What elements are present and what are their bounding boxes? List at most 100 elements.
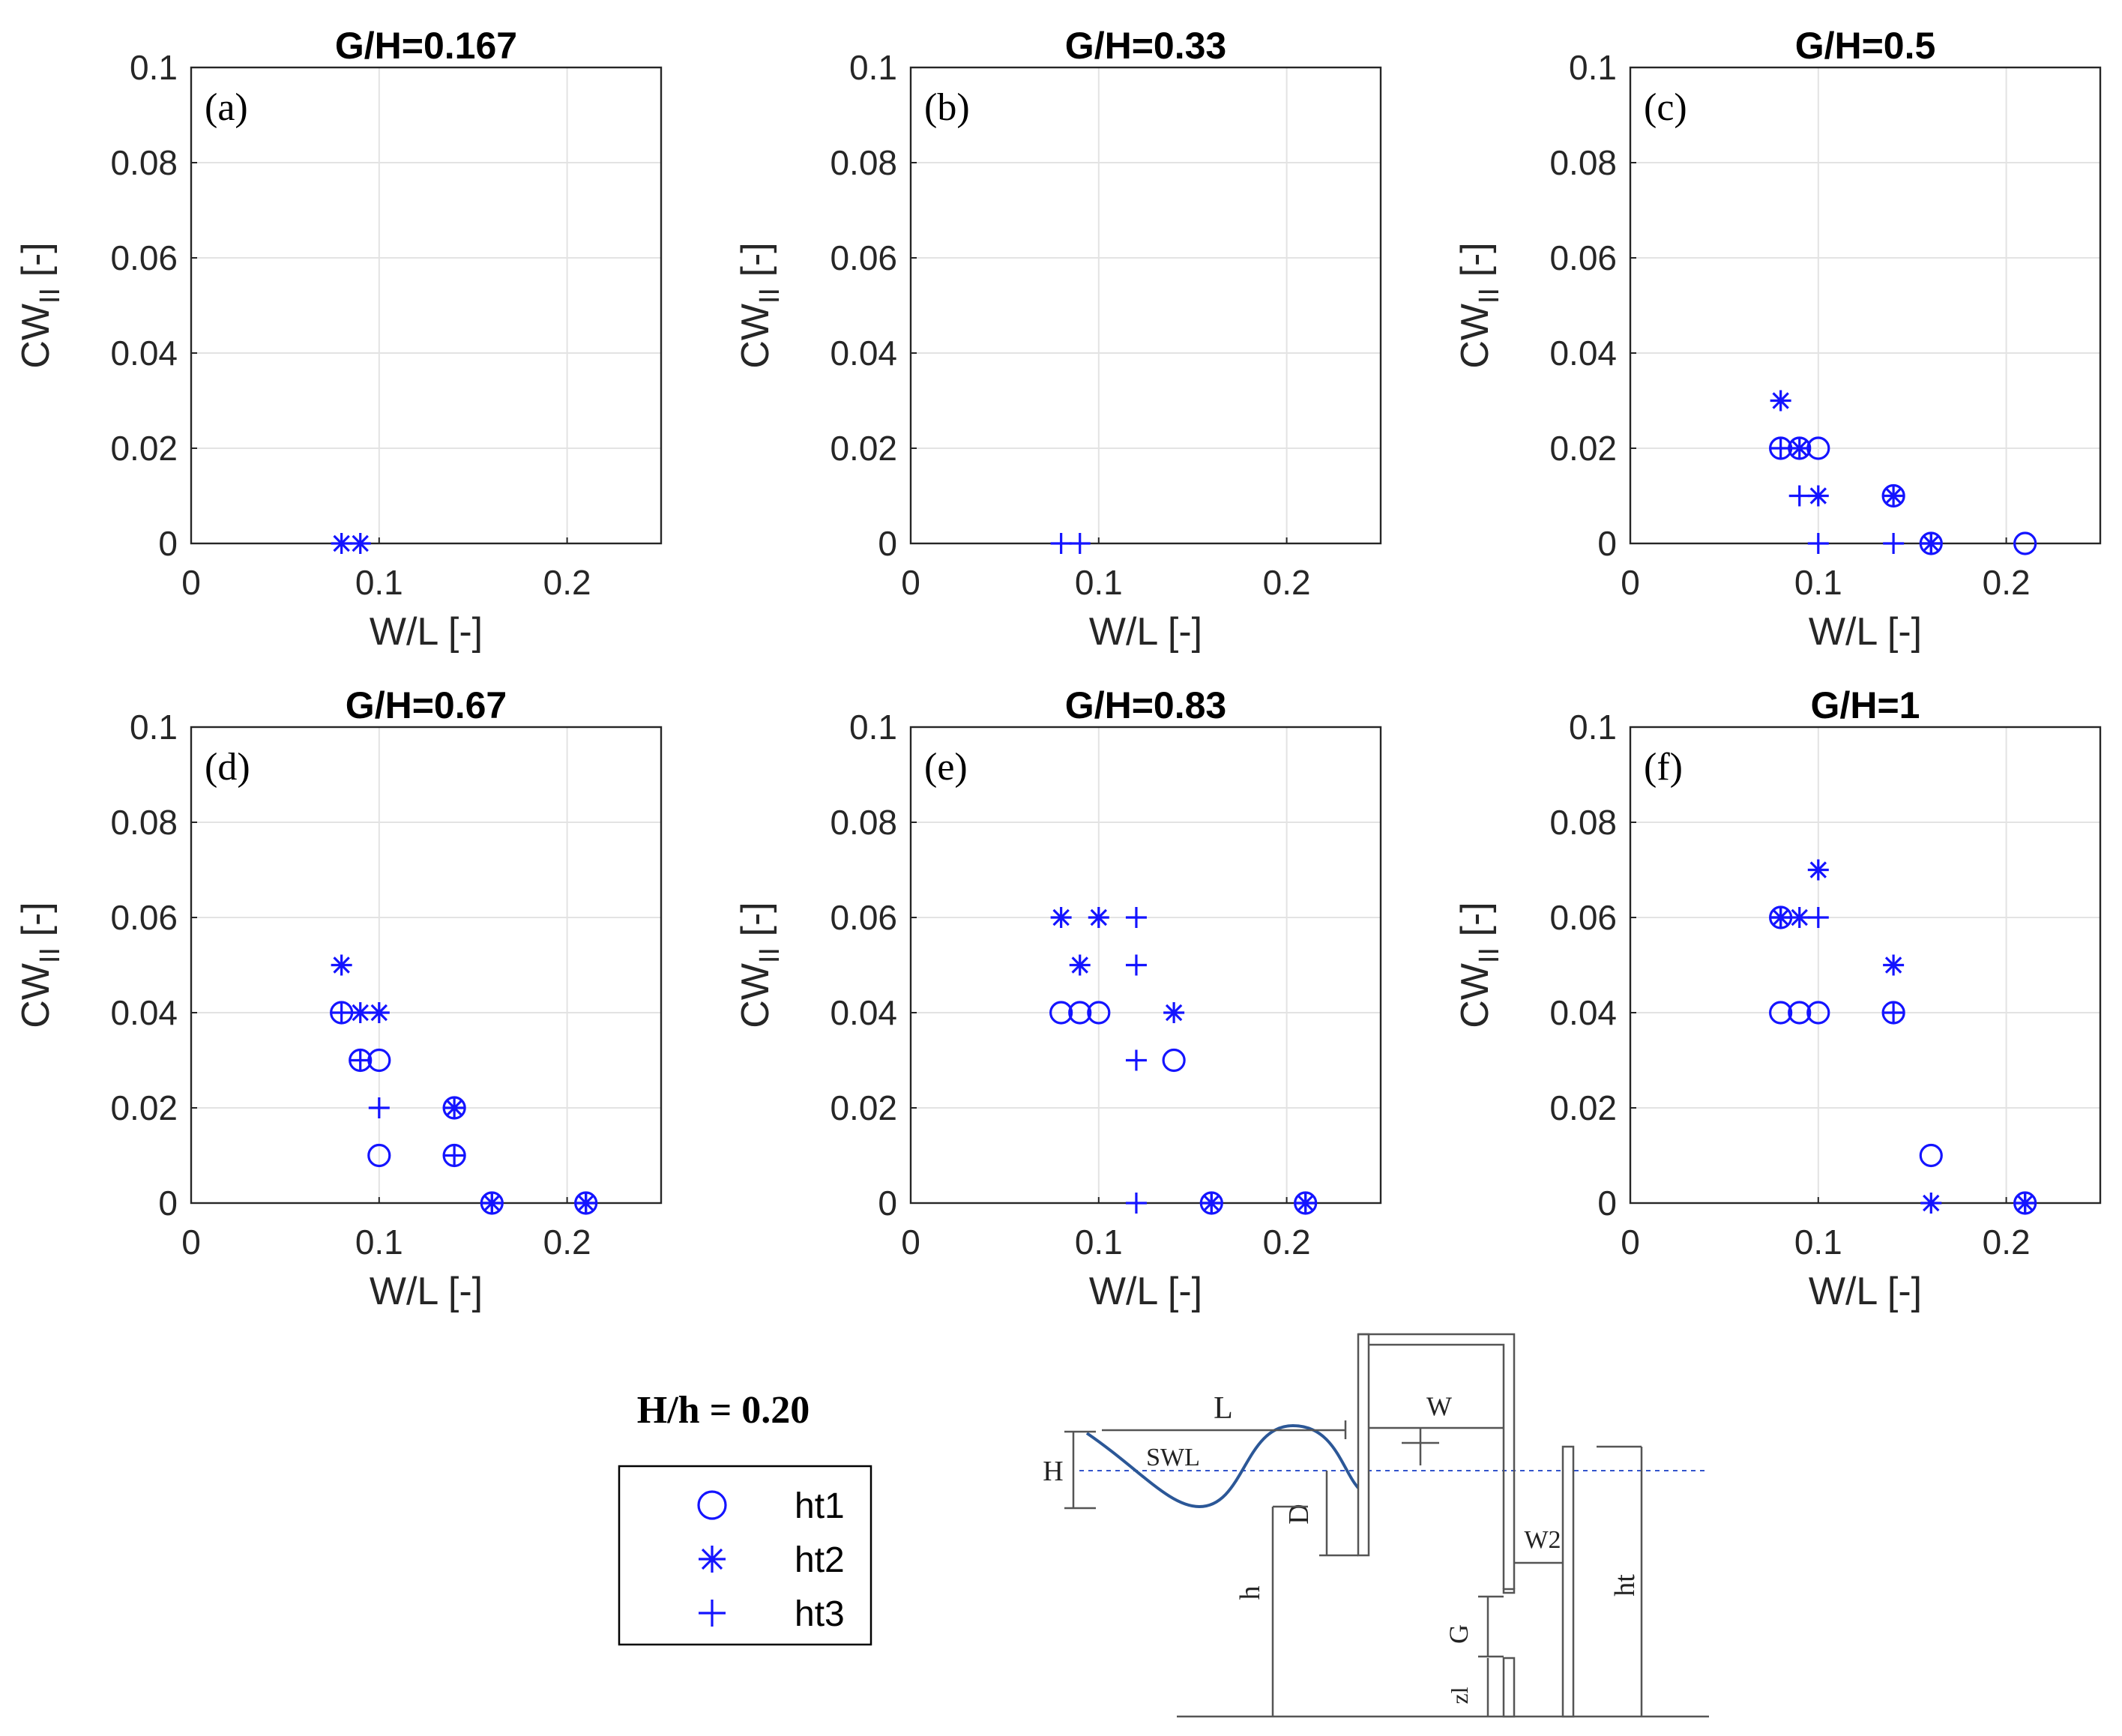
legend-marker-ht2 bbox=[699, 1546, 726, 1573]
chart-6: 0 0.1 0.2 0 0.02 0.04 0.06 0.08 0.1 G/H=1 (f) W/L [… bbox=[1453, 684, 2102, 1313]
data-point-ht2 bbox=[1883, 485, 1905, 507]
y-axis-label: CWII [-] bbox=[14, 902, 66, 1028]
panel-label: (c) bbox=[1644, 86, 1687, 129]
y-tick-label: 0.06 bbox=[1549, 898, 1617, 937]
data-point-ht3 bbox=[1788, 485, 1810, 507]
data-point-ht3 bbox=[1770, 438, 1791, 459]
x-tick-label: 0.1 bbox=[1794, 563, 1842, 602]
chart-3: 0 0.1 0.2 0 0.02 0.04 0.06 0.08 0.1 G/H=0.5 (c) W/L… bbox=[1453, 25, 2102, 654]
data-point-ht3 bbox=[1770, 907, 1791, 928]
data-point-ht3 bbox=[1883, 1002, 1905, 1023]
charts: 0 0.1 0.2 0 0.02 0.04 0.06 0.08 0.1 G/H=0.167 (a) W… bbox=[14, 25, 2102, 1313]
y-tick-label: 0.08 bbox=[110, 143, 178, 182]
wavelength-label: L bbox=[1214, 1391, 1233, 1426]
data-point-ht1 bbox=[1087, 1001, 1111, 1025]
data-point-ht1 bbox=[1049, 1001, 1073, 1025]
gap-label: G bbox=[1444, 1624, 1474, 1644]
data-point-ht1 bbox=[1919, 1143, 1943, 1168]
back-wall-bottom bbox=[1502, 1657, 1516, 1718]
chart-title: G/H=0.33 bbox=[1065, 25, 1226, 67]
panel-label: (f) bbox=[1644, 746, 1683, 789]
y-tick-label: 0 bbox=[158, 524, 178, 563]
wave-height-label: H bbox=[1043, 1456, 1063, 1487]
y-tick-label: 0 bbox=[1597, 1184, 1617, 1223]
y-tick-label: 0.06 bbox=[110, 898, 178, 937]
y-tick-label: 0.04 bbox=[830, 334, 897, 373]
plot-area bbox=[1629, 726, 2102, 1205]
data-point-ht2 bbox=[1770, 390, 1791, 412]
swl-label: SWL bbox=[1146, 1444, 1200, 1471]
chart-title: G/H=0.5 bbox=[1795, 25, 1936, 67]
x-tick-label: 0.2 bbox=[1983, 563, 2031, 602]
data-point-ht1 bbox=[1068, 1001, 1092, 1025]
panel-label: (d) bbox=[205, 746, 250, 789]
y-tick-label: 0.08 bbox=[110, 803, 178, 842]
depth-label: h bbox=[1235, 1586, 1266, 1600]
chart-title: G/H=0.67 bbox=[346, 684, 507, 726]
y-axis-label: CWII [-] bbox=[734, 242, 786, 368]
data-point-ht3 bbox=[1125, 954, 1147, 976]
y-tick-label: 0.08 bbox=[1549, 803, 1617, 842]
data-point-ht2 bbox=[349, 533, 371, 554]
y-axis-label: CWII [-] bbox=[14, 242, 66, 368]
y-tick-label: 0.04 bbox=[1549, 334, 1617, 373]
x-tick-label: 0 bbox=[1621, 563, 1640, 602]
data-point-ht1 bbox=[1162, 1048, 1186, 1073]
data-point-ht3 bbox=[331, 1002, 352, 1023]
data-point-ht3 bbox=[1807, 907, 1829, 928]
data-point-ht3 bbox=[1125, 907, 1147, 928]
data-point-ht1 bbox=[1788, 1001, 1812, 1025]
plot-area bbox=[190, 726, 663, 1205]
data-point-ht3 bbox=[1201, 1193, 1223, 1214]
chart-title: G/H=0.167 bbox=[335, 25, 517, 67]
chamber-width-label: W bbox=[1426, 1391, 1452, 1421]
y-tick-label: 0.06 bbox=[830, 238, 897, 277]
data-point-ht3 bbox=[481, 1193, 503, 1214]
x-axis-label: W/L [-] bbox=[1809, 610, 1922, 654]
x-tick-label: 0 bbox=[181, 563, 201, 602]
chart-2: 0 0.1 0.2 0 0.02 0.04 0.06 0.08 0.1 G/H=0.33 (b) W/… bbox=[734, 25, 1382, 654]
data-point-ht2 bbox=[1807, 859, 1829, 881]
y-tick-label: 0.04 bbox=[110, 993, 178, 1032]
x-tick-label: 0.1 bbox=[1075, 1223, 1123, 1262]
y-tick-label: 0.1 bbox=[1569, 48, 1617, 87]
x-tick-label: 0 bbox=[901, 563, 920, 602]
x-tick-label: 0.1 bbox=[1794, 1223, 1842, 1262]
x-axis-label: W/L [-] bbox=[1089, 610, 1202, 654]
data-point-ht2 bbox=[331, 954, 352, 976]
legend-heading: H/h = 0.20 bbox=[637, 1389, 810, 1432]
y-tick-label: 0.02 bbox=[830, 1088, 897, 1127]
legend-label-ht2: ht2 bbox=[795, 1540, 845, 1580]
wave-profile bbox=[1085, 1423, 1360, 1509]
y-axis-label: CWII [-] bbox=[1453, 242, 1505, 368]
data-point-ht1 bbox=[367, 1143, 391, 1168]
rear-width-label: W2 bbox=[1524, 1526, 1561, 1554]
legend-box bbox=[618, 1465, 872, 1646]
y-tick-label: 0 bbox=[158, 1184, 178, 1223]
y-axis-label: CWII [-] bbox=[734, 902, 786, 1028]
panel-label: (a) bbox=[205, 86, 248, 129]
x-axis-label: W/L [-] bbox=[370, 610, 483, 654]
data-point-ht3 bbox=[1807, 533, 1829, 554]
plot-area bbox=[909, 66, 1382, 545]
data-point-ht2 bbox=[1088, 907, 1109, 928]
y-tick-label: 0 bbox=[878, 1184, 897, 1223]
data-point-ht3 bbox=[575, 1193, 597, 1214]
y-tick-label: 0.1 bbox=[130, 708, 178, 747]
panel-label: (e) bbox=[924, 746, 968, 789]
y-tick-label: 0.06 bbox=[1549, 238, 1617, 277]
rear-wall bbox=[1561, 1445, 1575, 1718]
y-tick-label: 0.1 bbox=[1569, 708, 1617, 747]
x-tick-label: 0.2 bbox=[543, 563, 591, 602]
x-tick-label: 0.1 bbox=[1075, 563, 1123, 602]
data-point-ht3 bbox=[444, 1145, 465, 1166]
legend-area: H/h = 0.20 ht1 ht2 ht3 bbox=[618, 1389, 872, 1646]
panel-label: (b) bbox=[924, 86, 970, 129]
data-point-ht3 bbox=[368, 1097, 390, 1118]
y-tick-label: 0.08 bbox=[1549, 143, 1617, 182]
x-tick-label: 0.2 bbox=[1983, 1223, 2031, 1262]
data-point-ht3 bbox=[2014, 1193, 2036, 1214]
data-point-ht2 bbox=[1788, 438, 1810, 459]
y-tick-label: 0.02 bbox=[1549, 1088, 1617, 1127]
